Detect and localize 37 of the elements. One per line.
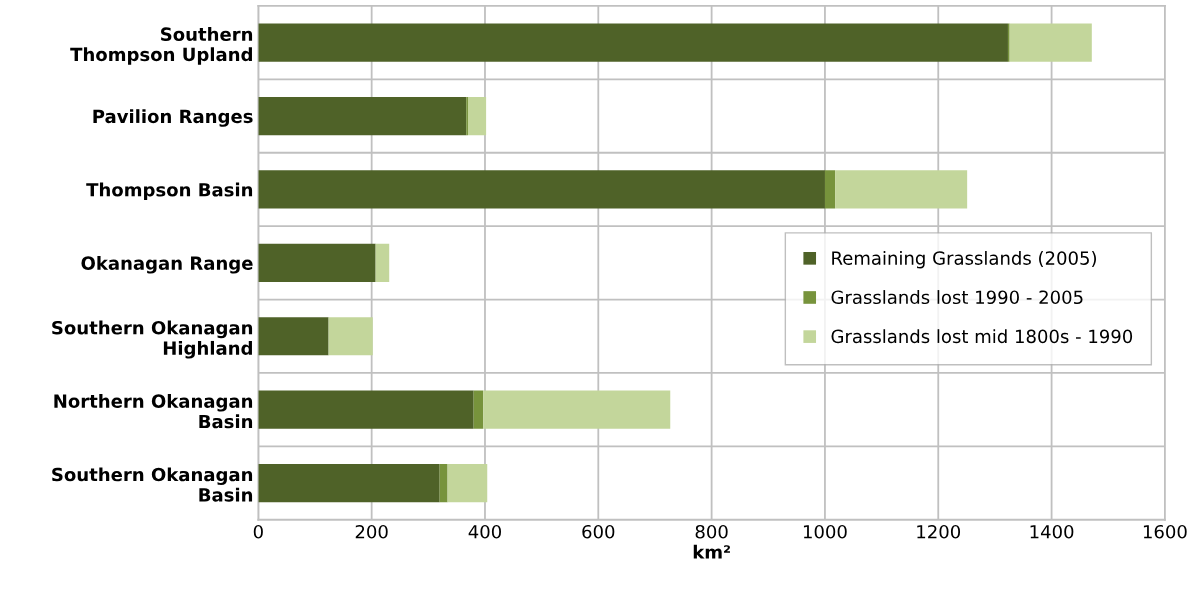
bar: [258, 96, 467, 136]
x-tick-label: 600: [582, 524, 615, 539]
bar: [258, 243, 376, 282]
bar: [258, 463, 440, 503]
bar: [258, 317, 329, 356]
bar: [328, 317, 373, 356]
x-tick-label: 1600: [1143, 524, 1187, 539]
y-tick-label: Thompson Basin: [86, 182, 253, 201]
legend-label: Remaining Grasslands (2005): [832, 250, 1096, 269]
bar: [824, 170, 836, 209]
y-tick-label: Pavilion Ranges: [93, 109, 253, 127]
bar: [483, 390, 671, 429]
y-tick-label: Okanagan Range: [81, 255, 253, 274]
x-tick-label: 1000: [803, 524, 847, 539]
bar: [258, 23, 1008, 62]
bar: [258, 170, 825, 209]
x-tick-label: 200: [355, 524, 388, 539]
bar: [258, 390, 474, 429]
legend-label: Grasslands lost mid 1800s - 1990: [831, 329, 1133, 344]
bar: [375, 243, 390, 282]
bar: [835, 170, 968, 209]
x-tick-label: 1400: [1030, 524, 1074, 539]
bar: [1009, 23, 1092, 62]
y-tick-label: Southern Thompson Upland: [70, 27, 253, 65]
bar: [439, 463, 448, 503]
x-axis-title: km²: [693, 544, 730, 559]
x-tick-label: 800: [695, 524, 728, 539]
x-tick-label: 400: [468, 524, 502, 539]
bar: [467, 96, 487, 136]
bar: [447, 463, 488, 503]
legend-label: Grasslands lost 1990 - 2005: [831, 290, 1083, 305]
bar: [473, 390, 484, 429]
y-tick-label: Northern Okanagan Basin: [54, 393, 253, 429]
y-tick-label: Southern Okanagan Highland: [52, 320, 253, 359]
x-tick-label: 0: [253, 524, 263, 539]
x-tick-label: 1200: [917, 524, 961, 539]
y-tick-label: Southern Okanagan Basin: [52, 467, 253, 502]
